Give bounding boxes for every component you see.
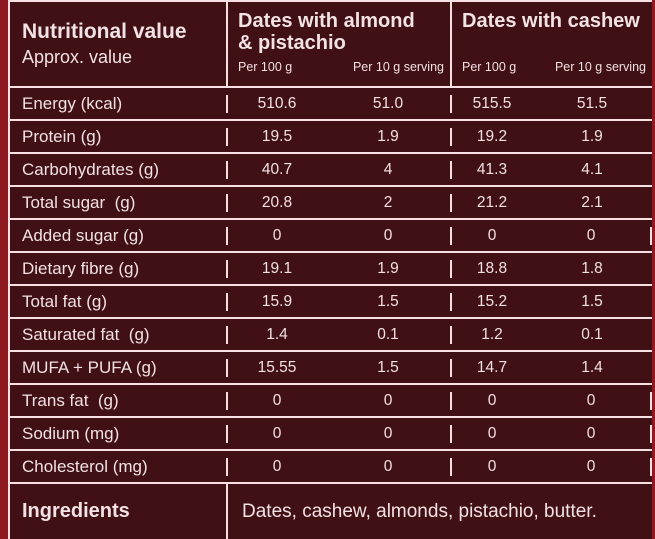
row-value: 0 xyxy=(226,391,326,410)
header-label-cell: Nutritional value Approx. value xyxy=(10,2,226,86)
group-header-almond-pistachio: Dates with almond & pistachio Per 100 g … xyxy=(226,2,450,86)
row-value: 510.6 xyxy=(226,94,326,113)
package-edge-right xyxy=(652,0,655,539)
row-value: 4 xyxy=(383,160,393,178)
group-title: Dates with cashew xyxy=(462,10,640,32)
row-value: 0 xyxy=(450,391,532,410)
row-value: 0 xyxy=(226,226,326,245)
row-value: 51.5 xyxy=(576,94,608,112)
row-value: 2 xyxy=(383,193,393,211)
table-row: Cholesterol (mg) 0 0 0 0 xyxy=(10,449,652,482)
row-value: 14.7 xyxy=(450,358,532,377)
row-value: 0 xyxy=(226,424,326,443)
row-label: MUFA + PUFA (g) xyxy=(22,357,157,377)
row-value: 1.9 xyxy=(377,259,399,277)
row-value: 1.8 xyxy=(581,259,603,277)
row-label: Added sugar (g) xyxy=(22,225,144,245)
col-per-10g-serving: Per 10 g serving xyxy=(554,60,646,74)
table-row: Dietary fibre (g) 19.1 1.9 18.8 1.8 xyxy=(10,251,652,284)
table-row: Protein (g) 19.5 1.9 19.2 1.9 xyxy=(10,119,652,152)
row-value: 1.4 xyxy=(581,358,603,376)
row-label: Saturated fat (g) xyxy=(22,324,150,344)
row-value: 15.55 xyxy=(226,358,326,377)
ingredients-text: Dates, cashew, almonds, pistachio, butte… xyxy=(226,484,652,539)
package-edge-left xyxy=(0,0,8,539)
row-value: 0 xyxy=(450,457,532,476)
row-label: Sodium (mg) xyxy=(22,423,120,443)
row-value: 21.2 xyxy=(450,193,532,212)
row-value: 1.5 xyxy=(377,358,399,376)
table-row: Total fat (g) 15.9 1.5 15.2 1.5 xyxy=(10,284,652,317)
ingredients-row: Ingredients Dates, cashew, almonds, pist… xyxy=(10,482,652,539)
row-value: 0 xyxy=(383,226,393,244)
row-value: 1.5 xyxy=(581,292,603,310)
group-header-cashew: Dates with cashew Per 100 g Per 10 g ser… xyxy=(450,2,652,86)
row-value: 1.5 xyxy=(377,292,399,310)
row-label: Total sugar (g) xyxy=(22,192,136,212)
row-value: 19.5 xyxy=(226,127,326,146)
table-row: Energy (kcal) 510.6 51.0 515.5 51.5 xyxy=(10,86,652,119)
row-value: 1.4 xyxy=(226,325,326,344)
row-value: 0 xyxy=(383,457,393,475)
col-per-10g-serving: Per 10 g serving xyxy=(352,60,444,74)
row-value: 19.1 xyxy=(226,259,326,278)
table-row: Total sugar (g) 20.8 2 21.2 2.1 xyxy=(10,185,652,218)
table-row: Added sugar (g) 0 0 0 0 xyxy=(10,218,652,251)
row-value: 51.0 xyxy=(372,94,404,112)
row-value: 0 xyxy=(226,457,326,476)
table-row: Trans fat (g) 0 0 0 0 xyxy=(10,383,652,416)
row-value: 0 xyxy=(383,424,393,442)
row-value: 1.2 xyxy=(450,325,532,344)
table-subtitle: Approx. value xyxy=(22,47,133,68)
row-value: 1.9 xyxy=(377,127,399,145)
row-label: Cholesterol (mg) xyxy=(22,456,148,476)
table-body: Energy (kcal) 510.6 51.0 515.5 51.5 Prot… xyxy=(10,86,652,482)
table-row: MUFA + PUFA (g) 15.55 1.5 14.7 1.4 xyxy=(10,350,652,383)
row-value: 0 xyxy=(383,391,393,409)
row-value: 0.1 xyxy=(581,325,603,343)
row-value: 19.2 xyxy=(450,127,532,146)
row-value: 0 xyxy=(532,226,652,245)
group-subcolumns: Per 100 g Per 10 g serving xyxy=(462,60,646,74)
row-value: 4.1 xyxy=(581,160,603,178)
row-label: Trans fat (g) xyxy=(22,390,119,410)
row-value: 0 xyxy=(450,226,532,245)
row-value: 0 xyxy=(450,424,532,443)
row-label: Protein (g) xyxy=(22,126,102,146)
row-label: Carbohydrates (g) xyxy=(22,159,160,179)
table-row: Carbohydrates (g) 40.7 4 41.3 4.1 xyxy=(10,152,652,185)
row-value: 515.5 xyxy=(450,94,532,113)
row-label: Energy (kcal) xyxy=(22,93,123,113)
nutrition-table: Nutritional value Approx. value Dates wi… xyxy=(8,0,652,539)
row-value: 41.3 xyxy=(450,160,532,179)
table-row: Saturated fat (g) 1.4 0.1 1.2 0.1 xyxy=(10,317,652,350)
row-value: 40.7 xyxy=(226,160,326,179)
table-header: Nutritional value Approx. value Dates wi… xyxy=(10,2,652,86)
row-value: 0 xyxy=(532,457,652,476)
col-per-100g: Per 100 g xyxy=(238,60,293,74)
row-value: 20.8 xyxy=(226,193,326,212)
row-value: 0 xyxy=(532,424,652,443)
group-subcolumns: Per 100 g Per 10 g serving xyxy=(238,60,444,74)
row-value: 15.9 xyxy=(226,292,326,311)
col-per-100g: Per 100 g xyxy=(462,60,517,74)
row-value: 0.1 xyxy=(377,325,399,343)
row-label: Dietary fibre (g) xyxy=(22,258,140,278)
group-title: Dates with almond & pistachio xyxy=(238,10,415,54)
row-label: Total fat (g) xyxy=(22,291,108,311)
ingredients-label: Ingredients xyxy=(22,500,130,522)
row-value: 15.2 xyxy=(450,292,532,311)
table-title: Nutritional value xyxy=(22,20,187,43)
row-value: 1.9 xyxy=(581,127,603,145)
table-row: Sodium (mg) 0 0 0 0 xyxy=(10,416,652,449)
row-value: 18.8 xyxy=(450,259,532,278)
row-value: 2.1 xyxy=(581,193,603,211)
row-value: 0 xyxy=(532,391,652,410)
